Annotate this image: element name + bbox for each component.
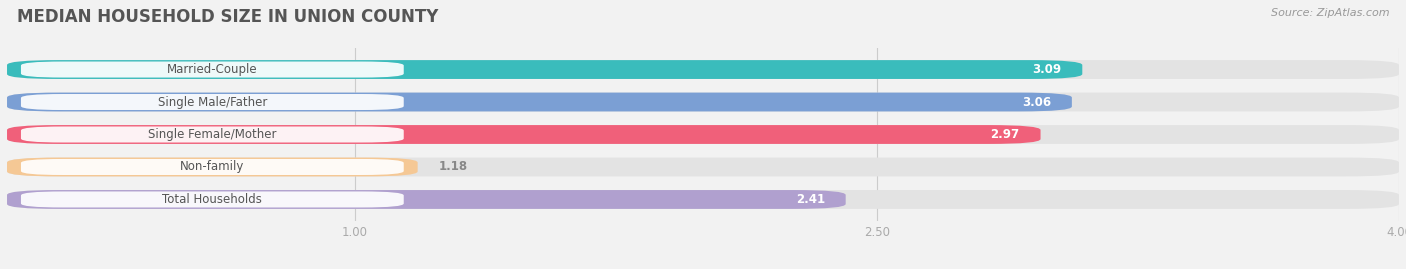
- Text: 3.06: 3.06: [1022, 95, 1050, 108]
- Text: Married-Couple: Married-Couple: [167, 63, 257, 76]
- FancyBboxPatch shape: [7, 93, 1071, 111]
- FancyBboxPatch shape: [7, 125, 1399, 144]
- Text: 2.41: 2.41: [796, 193, 825, 206]
- FancyBboxPatch shape: [21, 62, 404, 77]
- Text: 1.18: 1.18: [439, 161, 468, 174]
- Text: 3.09: 3.09: [1032, 63, 1062, 76]
- Text: 2.97: 2.97: [991, 128, 1019, 141]
- Text: Single Male/Father: Single Male/Father: [157, 95, 267, 108]
- Text: Total Households: Total Households: [163, 193, 263, 206]
- FancyBboxPatch shape: [21, 94, 404, 110]
- FancyBboxPatch shape: [7, 158, 1399, 176]
- Text: Single Female/Mother: Single Female/Mother: [148, 128, 277, 141]
- FancyBboxPatch shape: [7, 93, 1399, 111]
- FancyBboxPatch shape: [7, 125, 1040, 144]
- FancyBboxPatch shape: [7, 190, 845, 209]
- FancyBboxPatch shape: [7, 60, 1083, 79]
- FancyBboxPatch shape: [7, 190, 1399, 209]
- FancyBboxPatch shape: [21, 126, 404, 143]
- Text: Source: ZipAtlas.com: Source: ZipAtlas.com: [1271, 8, 1389, 18]
- FancyBboxPatch shape: [21, 159, 404, 175]
- FancyBboxPatch shape: [21, 192, 404, 207]
- Text: Non-family: Non-family: [180, 161, 245, 174]
- Text: MEDIAN HOUSEHOLD SIZE IN UNION COUNTY: MEDIAN HOUSEHOLD SIZE IN UNION COUNTY: [17, 8, 439, 26]
- FancyBboxPatch shape: [7, 158, 418, 176]
- FancyBboxPatch shape: [7, 60, 1399, 79]
